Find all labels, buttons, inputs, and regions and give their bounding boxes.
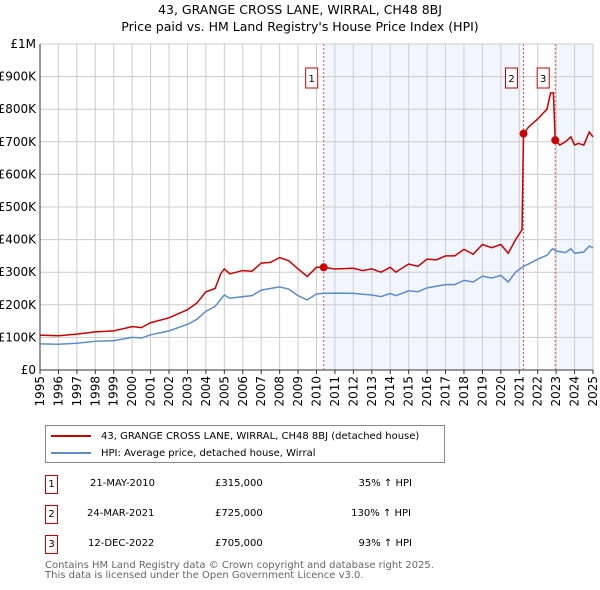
sale-label: 3 xyxy=(540,74,546,85)
sale-label-box xyxy=(505,67,519,89)
y-tick-label: £0 xyxy=(21,363,36,377)
chart-title: 43, GRANGE CROSS LANE, WIRRAL, CH48 8BJ xyxy=(158,2,442,17)
x-tick-label: 2016 xyxy=(420,376,434,407)
x-tick-label: 2024 xyxy=(568,376,582,407)
transaction-date: 21-MAY-2010 xyxy=(90,478,156,489)
transaction-hpi: 130% ↑ HPI xyxy=(351,508,411,519)
x-tick-label: 2021 xyxy=(512,376,526,407)
x-tick-label: 2009 xyxy=(291,376,305,407)
x-tick-label: 2023 xyxy=(549,376,563,407)
x-tick-label: 2025 xyxy=(586,376,600,407)
sale-point xyxy=(551,136,560,145)
transaction-date: 12-DEC-2022 xyxy=(88,538,155,549)
x-tick-label: 2002 xyxy=(162,376,176,407)
x-tick-label: 1995 xyxy=(33,376,47,407)
chart-subtitle: Price paid vs. HM Land Registry's House … xyxy=(121,19,479,34)
x-tick-label: 1997 xyxy=(70,376,84,407)
x-tick-label: 2007 xyxy=(254,376,268,407)
sale-point xyxy=(319,263,328,272)
price-chart: £0 £100K £200K £300K £400K £500K £600K £700K £80… xyxy=(0,37,600,407)
x-tick-label: 2012 xyxy=(346,376,360,407)
y-tick-label: £800K xyxy=(0,102,37,116)
y-tick-label: £700K xyxy=(0,135,37,149)
licence-text: This data is licensed under the Open Gov… xyxy=(45,570,364,581)
x-tick-label: 2022 xyxy=(531,376,545,407)
x-tick-label: 2008 xyxy=(273,376,287,407)
x-tick-label: 2013 xyxy=(365,376,379,407)
legend-item-hpi: HPI: Average price, detached house, Wirr… xyxy=(46,445,316,461)
x-tick-label: 2005 xyxy=(217,376,231,407)
legend-swatch-property xyxy=(51,435,91,437)
y-tick-label: £500K xyxy=(0,200,37,214)
legend-swatch-hpi xyxy=(51,452,91,454)
x-tick-label: 2015 xyxy=(402,376,416,407)
x-tick-label: 2017 xyxy=(439,376,453,407)
y-tick-label: £400K xyxy=(0,233,37,247)
transaction-price: £315,000 xyxy=(215,478,263,489)
x-tick-label: 2011 xyxy=(328,376,342,407)
sale-label-box xyxy=(305,67,319,89)
transaction-date: 24-MAR-2021 xyxy=(87,508,155,519)
transaction-badge: 2 xyxy=(45,505,58,524)
x-tick-label: 1998 xyxy=(88,376,102,407)
x-tick-label: 2006 xyxy=(236,376,250,407)
x-tick-label: 2001 xyxy=(144,376,158,407)
hpi-line xyxy=(39,245,594,345)
sale-label: 1 xyxy=(309,74,315,85)
y-tick-label: £300K xyxy=(0,265,37,279)
x-tick-label: 2018 xyxy=(457,376,471,407)
y-tick-label: £1M xyxy=(10,37,36,51)
transaction-hpi: 35% ↑ HPI xyxy=(358,478,412,489)
x-tick-label: 2014 xyxy=(383,376,397,407)
legend-label-hpi: HPI: Average price, detached house, Wirr… xyxy=(101,447,316,459)
x-tick-label: 2020 xyxy=(494,376,508,407)
x-tick-label: 2010 xyxy=(310,376,324,407)
sale-label-box xyxy=(536,67,550,89)
legend: 43, GRANGE CROSS LANE, WIRRAL, CH48 8BJ … xyxy=(45,425,445,463)
x-tick-label: 2003 xyxy=(180,376,194,407)
copyright-text: Contains HM Land Registry data © Crown c… xyxy=(45,560,434,571)
x-tick-label: 2000 xyxy=(125,376,139,407)
y-tick-label: £600K xyxy=(0,167,37,181)
transaction-badge: 1 xyxy=(45,475,58,494)
x-tick-label: 1996 xyxy=(51,376,65,407)
x-tick-label: 2019 xyxy=(475,376,489,407)
y-tick-label: £100K xyxy=(0,330,37,344)
legend-item-property: 43, GRANGE CROSS LANE, WIRRAL, CH48 8BJ … xyxy=(46,428,419,444)
transaction-price: £725,000 xyxy=(215,508,263,519)
transaction-price: £705,000 xyxy=(215,538,263,549)
legend-label-property: 43, GRANGE CROSS LANE, WIRRAL, CH48 8BJ … xyxy=(101,430,420,442)
property-price-line xyxy=(39,92,594,337)
transaction-badge: 3 xyxy=(45,535,58,554)
sale-label: 2 xyxy=(508,74,514,85)
sale-point xyxy=(519,129,528,138)
y-tick-label: £900K xyxy=(0,70,37,84)
x-tick-label: 2004 xyxy=(199,376,213,407)
transaction-hpi: 93% ↑ HPI xyxy=(358,538,412,549)
y-tick-label: £200K xyxy=(0,298,37,312)
x-tick-label: 1999 xyxy=(107,376,121,407)
